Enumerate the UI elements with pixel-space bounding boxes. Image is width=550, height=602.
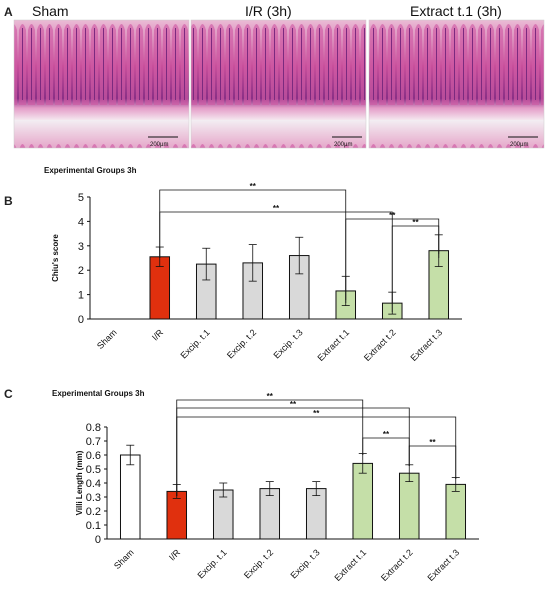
micrograph-title-sham: Sham [32, 3, 69, 19]
y-axis-label: Chiu's score [51, 234, 60, 282]
x-tick-label: Extract t.1 [315, 327, 351, 363]
significance-label: ** [250, 182, 257, 191]
micrograph-title-ir: I/R (3h) [245, 3, 292, 19]
panel-b-letter: B [4, 194, 13, 208]
x-tick-label: Excip. t.1 [178, 327, 211, 360]
y-tick-label: 0.1 [86, 520, 101, 532]
scale-bar-label: 200µm [150, 142, 168, 148]
y-tick-label: 0.2 [86, 506, 101, 518]
significance-label: ** [290, 400, 297, 409]
bar [119, 454, 141, 540]
x-tick-label: Extract t.2 [362, 327, 398, 363]
micrograph-sham: Sham 200µm [13, 3, 190, 149]
x-tick-label: Excip. t.2 [225, 327, 258, 360]
x-tick-label: Excip. t.2 [242, 547, 275, 580]
x-tick-label: Excip. t.3 [271, 327, 304, 360]
y-tick-label: 0.3 [86, 492, 101, 504]
significance-label: ** [273, 204, 280, 213]
x-tick-label: I/R [150, 327, 166, 343]
y-tick-label: 0.4 [86, 478, 101, 490]
significance-label: ** [383, 430, 390, 439]
significance-bracket [176, 407, 410, 496]
x-tick-label: I/R [167, 547, 183, 563]
x-tick-label: Extract t.3 [408, 327, 444, 363]
micrograph-title-extract-t1: Extract t.1 (3h) [410, 3, 502, 19]
significance-label: ** [412, 218, 419, 227]
x-tick-label: Extract t.3 [425, 547, 461, 583]
y-tick-label: 0 [95, 534, 101, 546]
y-tick-label: 1 [78, 290, 84, 302]
y-tick-label: 2 [78, 265, 84, 277]
panel-a-letter: A [4, 5, 13, 19]
bar [352, 462, 374, 540]
y-tick-label: 5 [78, 192, 84, 204]
significance-bracket [391, 225, 440, 312]
micrograph-ir: I/R (3h) 200µm [190, 3, 367, 149]
y-tick-label: 0.6 [86, 450, 101, 462]
y-tick-label: 0.5 [86, 464, 101, 476]
significance-bracket [408, 445, 457, 479]
y-tick-label: 3 [78, 241, 84, 253]
y-tick-label: 4 [78, 216, 84, 228]
bar [445, 483, 467, 540]
y-tick-label: 0.8 [86, 422, 101, 434]
scale-bar-label: 200µm [510, 142, 528, 148]
y-tick-label: 0 [78, 314, 84, 326]
significance-label: ** [267, 392, 274, 401]
significance-bracket [362, 437, 410, 466]
x-tick-label: Extract t.1 [332, 547, 368, 583]
x-tick-label: Excip. t.1 [195, 547, 228, 580]
y-tick-label: 0.7 [86, 436, 101, 448]
micrograph-extract-t1: Extract t.1 (3h) 200µm [368, 3, 545, 149]
x-tick-label: Sham [95, 327, 119, 351]
x-tick-label: Sham [112, 547, 136, 571]
chart-c-title: Experimental Groups 3h [52, 389, 145, 398]
panel-c-letter: C [4, 387, 13, 401]
y-axis-label: Villi Length (mm) [75, 450, 84, 515]
significance-label: ** [313, 409, 320, 418]
bar [305, 488, 327, 540]
x-tick-label: Extract t.2 [379, 547, 415, 583]
chart-b-title: Experimental Groups 3h [44, 166, 137, 175]
x-tick-label: Excip. t.3 [288, 547, 321, 580]
significance-label: ** [389, 211, 396, 220]
significance-label: ** [429, 438, 436, 447]
significance-bracket [159, 211, 393, 303]
scale-bar-label: 200µm [334, 142, 352, 148]
bar [398, 472, 420, 540]
chart-c: 0 0.1 0.2 0.3 0.4 0.5 0.6 0.7 0.8 Villi Length (m… [75, 392, 479, 583]
bar [259, 488, 281, 540]
chart-b: 0 1 2 3 4 5 Chiu's score Sham I/R Excip. t.1 Excip… [51, 182, 462, 363]
